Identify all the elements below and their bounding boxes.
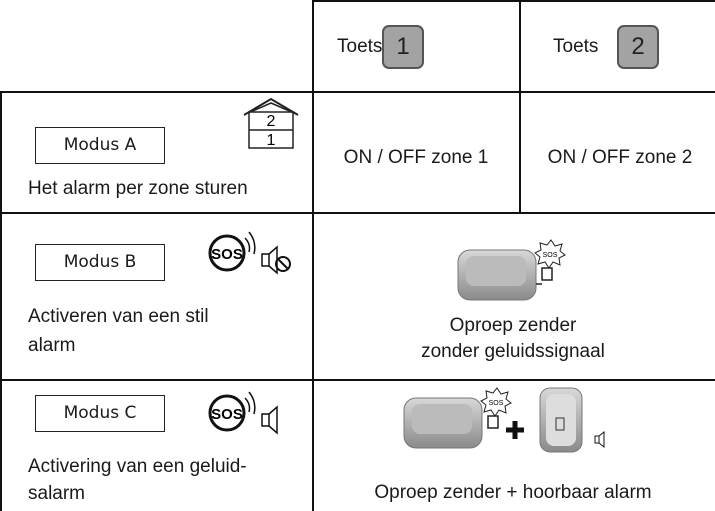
rule [312,0,314,511]
description: salarm [28,483,86,504]
rule [519,0,521,213]
description: Activering van een geluid- [28,456,247,477]
transmitter-image: SOS [457,239,566,301]
column-label: Toets [337,36,383,57]
cell-text: ON / OFF zone 2 [547,147,693,168]
rule [0,91,2,511]
sos-silent-icon: SOS [208,231,291,275]
description: Activeren van een stil [28,306,209,327]
mode-box: Modus A [35,127,165,164]
rule [313,0,715,2]
rule [0,212,715,214]
sos-label: SOS [211,406,243,423]
badge-label: SOS [543,252,558,259]
rule [0,91,715,93]
description: Het alarm per zone sturen [28,178,248,199]
column-label: Toets [553,36,599,57]
transmitter-and-siren-image: SOS [403,387,605,453]
zone-icon: 2 1 [243,97,299,149]
cell-text: zonder geluidssignaal [421,341,605,362]
badge-label: SOS [489,400,504,407]
description: alarm [28,335,76,356]
key-badge: 1 [382,25,424,69]
mode-box: Modus C [35,395,165,432]
cell-text: Oproep zender [449,315,577,336]
key-badge: 2 [617,25,659,69]
rule [0,379,715,381]
sos-sound-icon: SOS [208,391,278,435]
sos-label: SOS [211,246,243,263]
zone-label: 2 [267,113,276,130]
cell-text: ON / OFF zone 1 [343,147,489,168]
cell-text: Oproep zender + hoorbaar alarm [374,482,652,503]
zone-label: 1 [267,132,276,149]
mode-box: Modus B [35,244,165,281]
